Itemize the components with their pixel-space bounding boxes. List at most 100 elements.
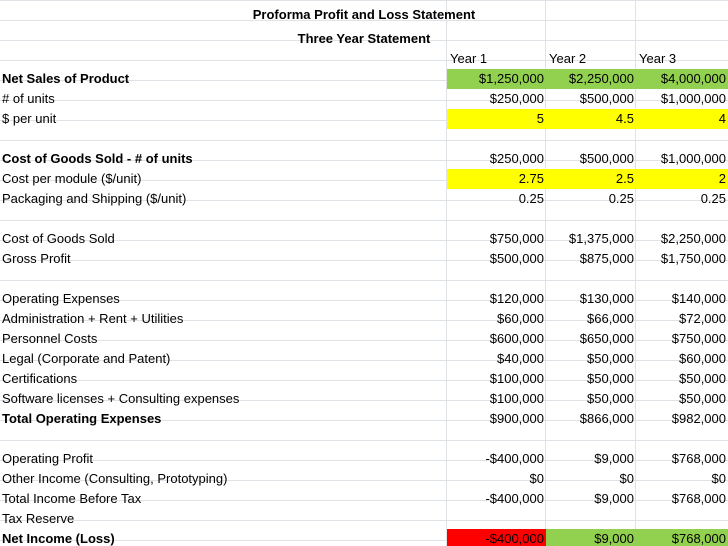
year-2-value bbox=[546, 129, 636, 149]
row-label: Gross Profit bbox=[2, 251, 71, 266]
table-row: Packaging and Shipping ($/unit) 0.25 0.25 0… bbox=[0, 189, 728, 209]
row-label: Operating Expenses bbox=[2, 291, 120, 306]
year-3-value: $750,000 bbox=[671, 331, 726, 346]
row-label: Total Operating Expenses bbox=[2, 411, 162, 426]
year-1-value: $500,000 bbox=[489, 251, 544, 266]
year-3-value: $4,000,000 bbox=[636, 69, 728, 89]
year-3-value: $1,000,000 bbox=[660, 151, 726, 166]
table-row: Administration + Rent + Utilities $60,000… bbox=[0, 309, 728, 329]
row-label: Cost per module ($/unit) bbox=[2, 171, 142, 186]
year-3-value: $768,000 bbox=[636, 529, 728, 546]
year-1-value: $120,000 bbox=[489, 291, 544, 306]
row-label: Personnel Costs bbox=[2, 331, 98, 346]
year-2-value: $500,000 bbox=[579, 91, 634, 106]
table-row: Other Income (Consulting, Prototyping) $0… bbox=[0, 469, 728, 489]
year-2-value: 4.5 bbox=[546, 109, 636, 129]
row-label: # of units bbox=[2, 91, 55, 106]
year-2-value: $650,000 bbox=[579, 331, 634, 346]
table-row: Software licenses + Consulting expenses $… bbox=[0, 389, 728, 409]
year-1-value: $600,000 bbox=[489, 331, 544, 346]
year-3-value: $72,000 bbox=[679, 311, 726, 326]
year-3-value: $1,750,000 bbox=[660, 251, 726, 266]
year-1-value: $100,000 bbox=[489, 371, 544, 386]
year-2-value bbox=[546, 509, 636, 529]
year-2-header: Year 2 bbox=[549, 51, 587, 66]
year-1-value: $250,000 bbox=[489, 91, 544, 106]
year-3-value bbox=[636, 429, 728, 449]
table-row: Legal (Corporate and Patent) $40,000 $50,0… bbox=[0, 349, 728, 369]
year-1-value bbox=[447, 429, 546, 449]
row-label: Net Sales of Product bbox=[2, 71, 130, 86]
table-row: Tax Reserve bbox=[0, 509, 728, 529]
year-3-value: $982,000 bbox=[671, 411, 726, 426]
row-label: Operating Profit bbox=[2, 451, 94, 466]
year-3-value: $2,250,000 bbox=[660, 231, 726, 246]
row-label: Cost of Goods Sold - # of units bbox=[2, 151, 193, 166]
column-divider bbox=[446, 0, 447, 546]
year-2-value: 0.25 bbox=[608, 191, 634, 206]
year-1-value: 2.75 bbox=[447, 169, 546, 189]
year-3-value: $0 bbox=[711, 471, 726, 486]
row-label: Tax Reserve bbox=[2, 511, 75, 526]
table-row: Net Income (Loss) -$400,000 $9,000 $768,000 bbox=[0, 529, 728, 546]
year-2-value: $1,375,000 bbox=[568, 231, 634, 246]
table-row: Operating Expenses $120,000 $130,000 $140,0… bbox=[0, 289, 728, 309]
row-label: Software licenses + Consulting expenses bbox=[2, 391, 240, 406]
year-2-value: $50,000 bbox=[587, 371, 634, 386]
year-3-value: $768,000 bbox=[671, 491, 726, 506]
year-2-value: 2.5 bbox=[546, 169, 636, 189]
table-row: Certifications $100,000 $50,000 $50,000 bbox=[0, 369, 728, 389]
year-3-value: $1,000,000 bbox=[660, 91, 726, 106]
row-label: Administration + Rent + Utilities bbox=[2, 311, 184, 326]
year-3-value bbox=[636, 129, 728, 149]
year-1-value: -$400,000 bbox=[485, 451, 544, 466]
table-row: # of units $250,000 $500,000 $1,000,000 bbox=[0, 89, 728, 109]
year-1-value: -$400,000 bbox=[485, 491, 544, 506]
statement-title: Proforma Profit and Loss Statement bbox=[252, 7, 476, 22]
table-row: Total Income Before Tax -$400,000 $9,000 $7… bbox=[0, 489, 728, 509]
year-2-value: $9,000 bbox=[594, 451, 634, 466]
year-1-header: Year 1 bbox=[450, 51, 488, 66]
year-1-value bbox=[447, 509, 546, 529]
year-3-value: 0.25 bbox=[700, 191, 726, 206]
statement-subtitle: Three Year Statement bbox=[297, 31, 431, 46]
table-row: Cost of Goods Sold $750,000 $1,375,000 $2,2… bbox=[0, 229, 728, 249]
year-2-value: $875,000 bbox=[579, 251, 634, 266]
year-1-value: -$400,000 bbox=[447, 529, 546, 546]
table-row bbox=[0, 269, 728, 289]
year-2-value: $500,000 bbox=[579, 151, 634, 166]
year-2-value bbox=[546, 269, 636, 289]
year-1-value: $0 bbox=[529, 471, 544, 486]
year-1-value: $250,000 bbox=[489, 151, 544, 166]
year-2-value: $50,000 bbox=[587, 391, 634, 406]
year-3-value: $50,000 bbox=[679, 371, 726, 386]
table-row: Operating Profit -$400,000 $9,000 $768,000 bbox=[0, 449, 728, 469]
year-2-value: $9,000 bbox=[594, 491, 634, 506]
table-row bbox=[0, 209, 728, 229]
table-row: Cost per module ($/unit) 2.75 2.5 2 bbox=[0, 169, 728, 189]
year-2-value: $50,000 bbox=[587, 351, 634, 366]
table-row bbox=[0, 429, 728, 449]
row-label: Total Income Before Tax bbox=[2, 491, 142, 506]
year-3-value: $60,000 bbox=[679, 351, 726, 366]
year-2-value: $866,000 bbox=[579, 411, 634, 426]
year-1-value: $1,250,000 bbox=[447, 69, 546, 89]
row-label: Certifications bbox=[2, 371, 78, 386]
year-1-value: $40,000 bbox=[497, 351, 544, 366]
year-3-value: 2 bbox=[636, 169, 728, 189]
year-2-value: $0 bbox=[619, 471, 634, 486]
year-header-row: Year 1 Year 2 Year 3 bbox=[0, 49, 728, 69]
column-divider bbox=[545, 0, 546, 546]
table-row: Gross Profit $500,000 $875,000 $1,750,000 bbox=[0, 249, 728, 269]
year-1-value bbox=[447, 269, 546, 289]
year-2-value bbox=[546, 209, 636, 229]
year-3-value: 4 bbox=[636, 109, 728, 129]
year-1-value: 5 bbox=[447, 109, 546, 129]
column-divider bbox=[635, 0, 636, 546]
year-3-value: $140,000 bbox=[671, 291, 726, 306]
year-1-value: $900,000 bbox=[489, 411, 544, 426]
row-label: Legal (Corporate and Patent) bbox=[2, 351, 171, 366]
year-1-value: $750,000 bbox=[489, 231, 544, 246]
row-label: Net Income (Loss) bbox=[2, 531, 115, 546]
